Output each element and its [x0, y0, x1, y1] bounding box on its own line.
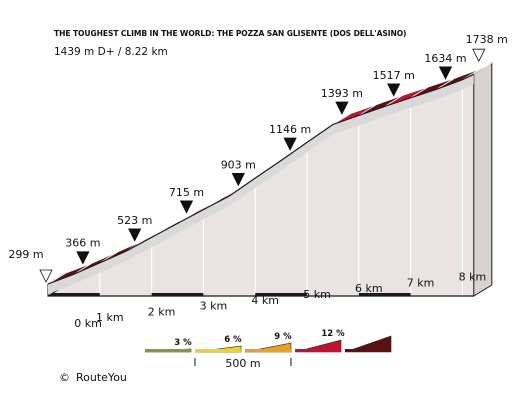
start-marker-label: 299 m	[8, 248, 43, 261]
legend-swatch-base	[145, 349, 191, 352]
copyright-symbol: ©	[59, 371, 70, 384]
gradient-segment-side	[255, 160, 282, 189]
gradient-segment-side	[384, 97, 411, 117]
profile-end-face	[473, 62, 493, 297]
gradient-segment-side	[358, 106, 385, 126]
elevation-marker-triangle	[231, 173, 245, 187]
elevation-marker-triangle	[387, 83, 401, 97]
gradient-segment-side	[462, 74, 474, 90]
gradient-segment-side	[307, 124, 333, 153]
legend-scale-label: 500 m	[225, 357, 260, 370]
elevation-marker-label: 1146 m	[269, 123, 311, 136]
gradient-segment-side	[203, 195, 230, 220]
gradient-segment-side	[332, 115, 359, 135]
x-tick-label: 8 km	[459, 271, 487, 284]
end-marker-label: 1738 m	[466, 33, 508, 46]
gradient-segment-side	[48, 274, 74, 294]
elevation-marker-label: 1517 m	[373, 69, 415, 82]
x-tick-label: 6 km	[355, 282, 383, 295]
end-marker-triangle	[472, 48, 486, 63]
gradient-segment-side	[177, 209, 204, 234]
legend-swatch-base	[245, 349, 291, 352]
x-tick-label: 7 km	[407, 276, 435, 289]
elevation-marker-triangle	[179, 200, 194, 214]
chart-subtitle: 1439 m D+ / 8.22 km	[54, 46, 168, 58]
gradient-segment-side	[410, 89, 437, 108]
legend-label: 3 %	[174, 338, 192, 348]
ground-strip-dark	[151, 293, 204, 296]
x-tick-label: 2 km	[148, 305, 176, 318]
elevation-marker-label: 523 m	[117, 214, 152, 227]
legend-swatch-base	[195, 349, 241, 352]
elevation-marker-triangle	[335, 101, 349, 115]
elevation-marker-label: 366 m	[65, 237, 100, 250]
profile-area	[48, 84, 474, 296]
ground-strip-dark	[358, 293, 411, 296]
gradient-segment-side	[99, 251, 126, 273]
legend-label: 6 %	[224, 335, 242, 345]
x-tick-label: 3 km	[200, 300, 228, 313]
gradient-segment-side	[151, 223, 178, 248]
elevation-marker-triangle	[76, 251, 90, 265]
gradient-segment-side	[125, 237, 152, 262]
elevation-marker-triangle	[438, 66, 453, 80]
gradient-segment-side	[281, 142, 307, 171]
legend-label: 12 %	[321, 329, 345, 339]
copyright-text: RouteYou	[76, 371, 127, 384]
ground-strip-dark	[48, 293, 100, 296]
x-tick-label: 5 km	[303, 288, 331, 301]
legend-label: 9 %	[274, 332, 292, 342]
elevation-marker-label: 903 m	[221, 158, 256, 171]
legend-swatch-base	[345, 349, 391, 352]
elevation-marker-label: 715 m	[169, 186, 204, 199]
gradient-segment-side	[229, 178, 256, 206]
legend-scale-ticks	[194, 358, 292, 366]
elevation-marker-label: 1393 m	[321, 87, 363, 100]
copyright: © RouteYou	[53, 371, 127, 384]
x-tick-label: 4 km	[251, 294, 279, 307]
chart-title: THE TOUGHEST CLIMB IN THE WORLD: THE POZ…	[54, 29, 407, 38]
profile-front-edge	[47, 73, 475, 285]
elevation-marker-label: 1634 m	[424, 52, 466, 65]
ground-strip-dark	[255, 293, 307, 296]
x-tick-label: 1 km	[96, 311, 124, 324]
gradient-segment-side	[436, 79, 463, 100]
x-tick-label: 0 km	[74, 317, 102, 330]
elevation-marker-triangle	[283, 137, 297, 151]
legend-swatch-base	[295, 349, 341, 352]
start-marker-triangle	[39, 269, 53, 283]
elevation-marker-triangle	[128, 228, 142, 242]
gradient-segment-side	[73, 262, 100, 285]
